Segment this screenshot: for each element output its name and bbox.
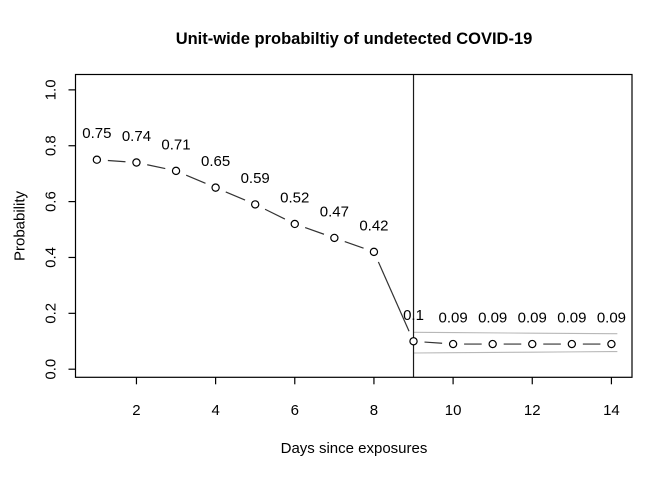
x-tick-label: 2 xyxy=(132,402,140,419)
data-point xyxy=(369,247,379,257)
data-point xyxy=(607,339,616,349)
series-segment xyxy=(264,208,286,220)
data-point-label: 0.09 xyxy=(557,310,586,327)
data-point-label: 0.47 xyxy=(320,203,349,220)
y-tick-label: 0.8 xyxy=(43,135,60,156)
data-point-label: 0.1 xyxy=(403,307,424,324)
chart-title: Unit-wide probabiltiy of undetected COVI… xyxy=(175,30,533,48)
ci-lower-line xyxy=(413,351,618,354)
data-point-label: 0.09 xyxy=(518,310,547,327)
data-point xyxy=(290,219,299,229)
data-point xyxy=(567,339,577,349)
data-point-label: 0.52 xyxy=(280,189,309,206)
series-segment xyxy=(304,227,325,235)
series-segment xyxy=(107,159,126,163)
plot-box xyxy=(74,73,633,378)
x-tick-label: 8 xyxy=(370,402,378,419)
data-point-label: 0.74 xyxy=(122,128,151,145)
y-tick-label: 0.6 xyxy=(42,191,59,212)
series-segment xyxy=(185,174,206,184)
x-axis-label: Days since exposures xyxy=(280,440,428,457)
data-point xyxy=(92,155,102,164)
data-point xyxy=(330,233,339,243)
series-segment xyxy=(147,164,166,170)
x-tick-label: 10 xyxy=(445,402,462,419)
data-point xyxy=(528,339,537,349)
data-point-label: 0.71 xyxy=(161,136,190,153)
y-tick-label: 0.2 xyxy=(43,303,60,324)
data-point xyxy=(409,337,418,346)
y-tick-label: 0.0 xyxy=(43,359,60,380)
data-point-label: 0.75 xyxy=(82,125,111,142)
data-point-label: 0.59 xyxy=(241,170,270,187)
data-point-label: 0.42 xyxy=(359,217,388,234)
x-tick-label: 4 xyxy=(211,402,219,419)
series-segment xyxy=(377,261,410,332)
y-tick-label: 1.0 xyxy=(43,79,60,100)
ci-upper-line xyxy=(413,331,618,335)
x-tick-label: 14 xyxy=(603,402,620,419)
series-segment xyxy=(344,241,364,249)
data-point xyxy=(132,158,141,167)
x-tick-label: 12 xyxy=(524,402,541,419)
data-point-label: 0.09 xyxy=(478,310,507,327)
series-segment xyxy=(424,341,443,344)
data-point xyxy=(211,183,220,192)
data-point xyxy=(448,339,458,349)
data-point-label: 0.09 xyxy=(438,310,467,327)
y-tick-label: 0.4 xyxy=(43,247,60,268)
data-point-label: 0.65 xyxy=(201,153,230,170)
data-point xyxy=(171,166,181,176)
data-point xyxy=(488,339,497,349)
x-tick-label: 6 xyxy=(291,402,299,419)
series-segment xyxy=(225,191,246,201)
data-point-label: 0.09 xyxy=(597,310,626,327)
data-point xyxy=(250,200,260,209)
